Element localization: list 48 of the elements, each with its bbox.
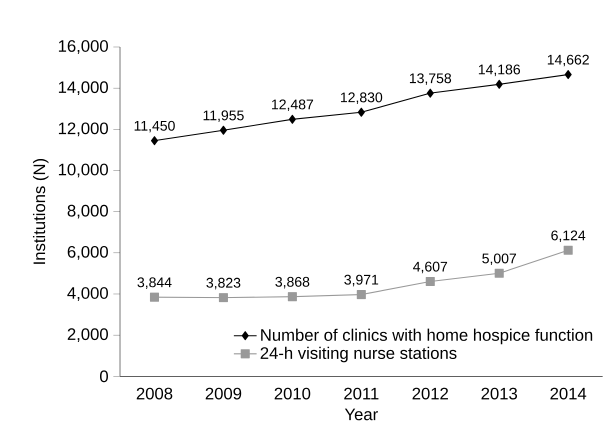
y-tick-label: 16,000 xyxy=(58,40,108,54)
x-tick-label: 2014 xyxy=(550,388,586,400)
data-label: 12,487 xyxy=(272,99,314,112)
point xyxy=(150,292,160,302)
y-tick-label: 10,000 xyxy=(58,164,108,178)
y-tick-label: 14,000 xyxy=(58,81,108,96)
data-label: 14,662 xyxy=(548,54,589,66)
data-label: 14,186 xyxy=(478,64,520,76)
data-label: 3,844 xyxy=(137,277,172,289)
data-label: 12,830 xyxy=(340,92,382,104)
y-tick-label: 12,000 xyxy=(58,122,108,136)
point xyxy=(288,292,297,302)
y-tick-label: 2,000 xyxy=(68,328,108,342)
point xyxy=(426,88,434,98)
x-tick-label: 2011 xyxy=(344,388,378,400)
data-label: 11,450 xyxy=(134,120,175,132)
point xyxy=(564,246,573,255)
point xyxy=(564,70,572,80)
x-axis-title: Year xyxy=(344,408,378,420)
point xyxy=(288,114,296,124)
y-tick-label: 8,000 xyxy=(68,204,108,219)
point xyxy=(150,136,158,146)
legend-label: 24-h visiting nurse stations xyxy=(260,346,457,362)
data-label: 11,955 xyxy=(204,110,244,122)
x-tick-label: 2012 xyxy=(412,388,448,400)
x-tick-label: 2013 xyxy=(482,388,518,400)
point xyxy=(220,126,227,135)
legend-label: Number of clinics with home hospice function xyxy=(261,328,592,344)
data-label: 13,758 xyxy=(410,73,452,85)
y-tick-label: 0 xyxy=(100,370,108,382)
data-label: 3,823 xyxy=(206,278,240,290)
data-label: 6,124 xyxy=(551,230,586,242)
y-axis-title: Institutions (N) xyxy=(32,158,48,264)
data-label: 4,607 xyxy=(413,262,448,274)
data-label: 3,868 xyxy=(275,276,310,288)
point xyxy=(496,80,503,89)
point xyxy=(358,108,365,117)
data-label: 3,971 xyxy=(344,274,378,286)
data-label: 5,007 xyxy=(482,253,516,266)
point xyxy=(494,268,504,278)
x-tick-label: 2010 xyxy=(274,388,310,400)
y-tick-label: 4,000 xyxy=(67,287,108,301)
x-tick-label: 2009 xyxy=(206,388,242,400)
point xyxy=(218,293,228,302)
y-tick-label: 6,000 xyxy=(68,246,108,260)
point xyxy=(356,290,366,300)
point xyxy=(426,276,435,286)
x-tick-label: 2008 xyxy=(136,388,172,400)
